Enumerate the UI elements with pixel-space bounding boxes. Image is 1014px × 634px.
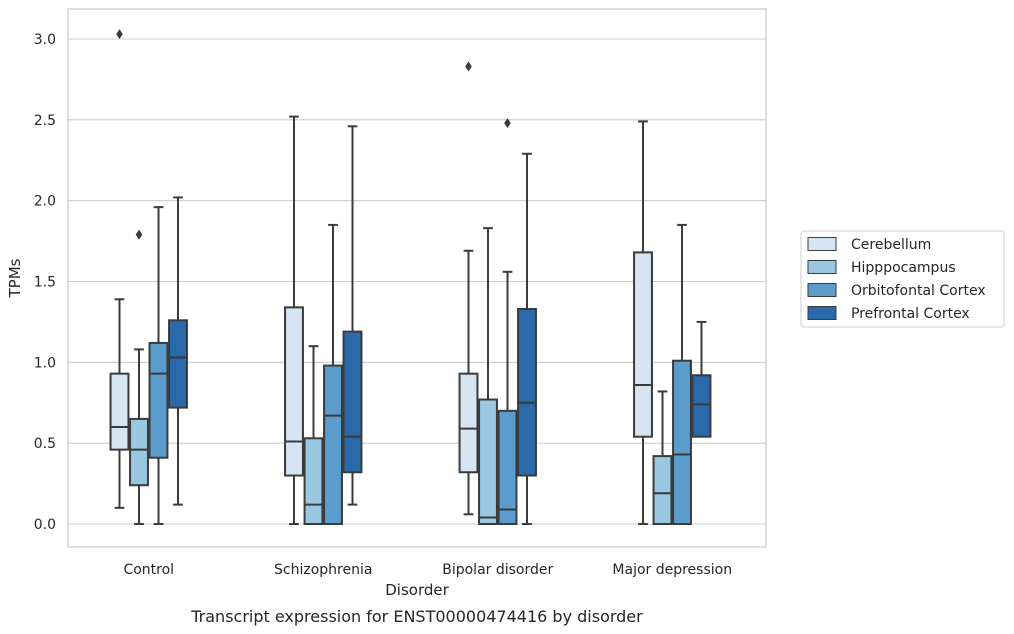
y-tick-label: 3.0 xyxy=(34,32,56,48)
outlier-point xyxy=(465,61,472,72)
x-tick-label: Schizophrenia xyxy=(274,562,372,578)
iqr-box xyxy=(672,359,692,526)
iqr-box xyxy=(652,455,673,526)
x-axis-label: Disorder xyxy=(385,581,449,599)
box-prefrontal-cortex xyxy=(168,196,188,506)
box-hipppocampus xyxy=(478,227,498,525)
plot-area-frame xyxy=(67,8,767,548)
box-orbitofontal-cortex xyxy=(497,118,518,526)
iqr-box xyxy=(691,374,712,438)
boxes xyxy=(109,29,712,526)
y-tick-label: 1.5 xyxy=(34,275,56,291)
iqr-box xyxy=(342,330,363,474)
box-cerebellum xyxy=(109,29,130,509)
box-hipppocampus xyxy=(303,345,324,526)
box-orbitofontal-cortex xyxy=(672,223,692,526)
iqr-box xyxy=(458,372,479,474)
legend-swatch xyxy=(807,306,837,320)
box-hipppocampus xyxy=(129,229,149,525)
legend-label: Orbitofontal Cortex xyxy=(851,283,986,299)
iqr-box xyxy=(303,437,324,526)
y-tick-label: 2.5 xyxy=(34,113,56,129)
box-prefrontal-cortex xyxy=(342,125,363,506)
iqr-box xyxy=(497,409,518,526)
x-tick-label: Bipolar disorder xyxy=(442,562,553,578)
y-tick-label: 0.0 xyxy=(34,517,56,533)
outlier-point xyxy=(135,229,143,240)
iqr-box xyxy=(323,364,343,526)
y-tick-label: 2.0 xyxy=(34,194,56,210)
box-prefrontal-cortex xyxy=(691,320,712,438)
legend-swatch xyxy=(807,283,837,297)
x-axis-ticks: Control Schizophrenia Bipolar disorder Majo… xyxy=(123,562,732,578)
box-cerebellum xyxy=(458,61,479,516)
y-axis-label: TPMs xyxy=(6,258,24,298)
box-orbitofontal-cortex xyxy=(148,206,169,525)
legend-swatch xyxy=(807,237,837,251)
legend-label: Hipppocampus xyxy=(851,260,956,276)
chart-caption: Transcript expression for ENST0000047441… xyxy=(190,607,643,626)
y-tick-label: 1.0 xyxy=(34,355,56,371)
box-hipppocampus xyxy=(652,390,673,526)
box-orbitofontal-cortex xyxy=(323,223,343,526)
legend-label: Cerebellum xyxy=(851,237,931,253)
iqr-box xyxy=(148,341,169,459)
iqr-box xyxy=(129,417,149,487)
x-tick-label: Major depression xyxy=(612,562,732,578)
outlier-point xyxy=(116,29,123,40)
box-prefrontal-cortex xyxy=(517,152,537,525)
legend-label: Prefrontal Cortex xyxy=(851,306,970,322)
iqr-box xyxy=(517,307,537,477)
y-tick-label: 0.5 xyxy=(34,436,56,452)
iqr-box xyxy=(284,306,304,477)
iqr-box xyxy=(478,398,498,525)
x-tick-label: Control xyxy=(123,562,174,578)
legend: Cerebellum Hipppocampus Orbitofontal Corte… xyxy=(800,230,1005,328)
box-cerebellum xyxy=(633,120,653,525)
iqr-box xyxy=(633,251,653,438)
y-axis-ticks: 0.0 0.5 1.0 1.5 2.0 2.5 3.0 xyxy=(34,32,56,533)
box-cerebellum xyxy=(284,115,304,525)
iqr-box xyxy=(109,372,130,451)
legend-frame xyxy=(800,230,1005,328)
legend-swatch xyxy=(807,260,837,274)
grid-lines xyxy=(68,38,766,525)
iqr-box xyxy=(168,319,188,409)
outlier-point xyxy=(504,118,511,129)
